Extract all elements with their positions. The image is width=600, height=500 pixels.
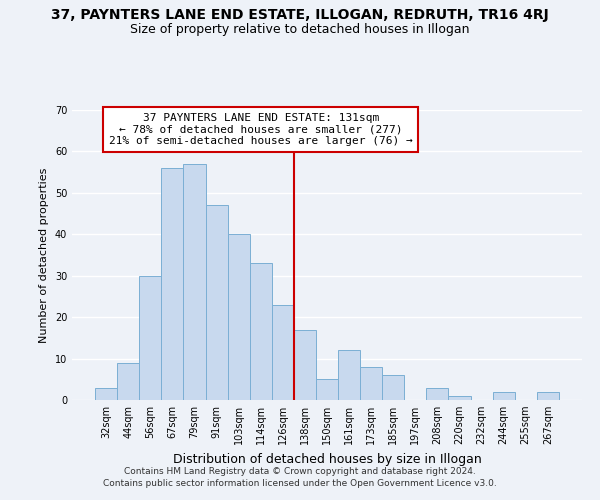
Bar: [360, 367, 382, 400]
Bar: [272, 304, 294, 400]
Bar: [448, 396, 470, 400]
Bar: [493, 392, 515, 400]
Bar: [95, 388, 117, 400]
Bar: [427, 388, 448, 400]
Bar: [117, 362, 139, 400]
Bar: [537, 392, 559, 400]
Text: Size of property relative to detached houses in Illogan: Size of property relative to detached ho…: [130, 22, 470, 36]
Text: Contains HM Land Registry data © Crown copyright and database right 2024.: Contains HM Land Registry data © Crown c…: [124, 467, 476, 476]
Bar: [294, 330, 316, 400]
Bar: [316, 380, 338, 400]
Text: 37 PAYNTERS LANE END ESTATE: 131sqm
← 78% of detached houses are smaller (277)
2: 37 PAYNTERS LANE END ESTATE: 131sqm ← 78…: [109, 113, 413, 146]
Bar: [184, 164, 206, 400]
Bar: [206, 206, 227, 400]
X-axis label: Distribution of detached houses by size in Illogan: Distribution of detached houses by size …: [173, 452, 481, 466]
Text: 37, PAYNTERS LANE END ESTATE, ILLOGAN, REDRUTH, TR16 4RJ: 37, PAYNTERS LANE END ESTATE, ILLOGAN, R…: [51, 8, 549, 22]
Y-axis label: Number of detached properties: Number of detached properties: [39, 168, 49, 342]
Bar: [382, 375, 404, 400]
Bar: [338, 350, 360, 400]
Bar: [139, 276, 161, 400]
Bar: [250, 264, 272, 400]
Bar: [161, 168, 184, 400]
Bar: [227, 234, 250, 400]
Text: Contains public sector information licensed under the Open Government Licence v3: Contains public sector information licen…: [103, 478, 497, 488]
